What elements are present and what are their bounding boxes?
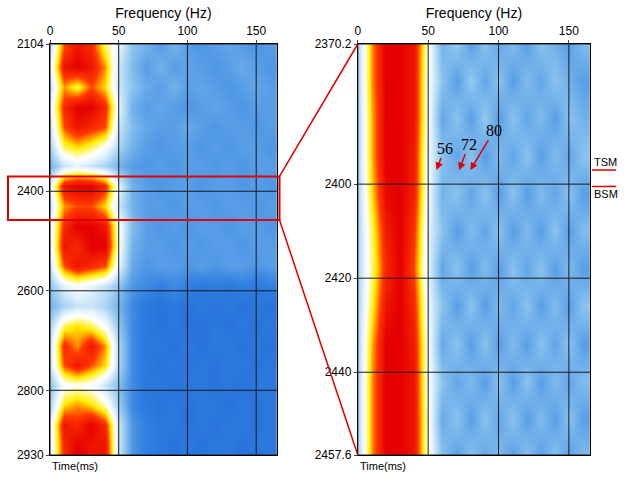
svg-text:2457.6: 2457.6 bbox=[315, 448, 352, 462]
svg-text:56: 56 bbox=[437, 140, 453, 157]
svg-text:100: 100 bbox=[489, 24, 509, 38]
svg-text:2104: 2104 bbox=[17, 37, 44, 51]
svg-text:Frequency (Hz): Frequency (Hz) bbox=[426, 5, 522, 21]
svg-text:2930: 2930 bbox=[17, 448, 44, 462]
svg-text:72: 72 bbox=[461, 136, 477, 153]
svg-text:2370.2: 2370.2 bbox=[315, 37, 352, 51]
svg-text:80: 80 bbox=[486, 122, 502, 139]
svg-text:Frequency (Hz): Frequency (Hz) bbox=[115, 5, 211, 21]
svg-text:2420: 2420 bbox=[325, 271, 352, 285]
svg-text:TSM: TSM bbox=[594, 156, 617, 168]
svg-text:50: 50 bbox=[112, 24, 126, 38]
svg-text:BSM: BSM bbox=[594, 188, 618, 200]
svg-text:150: 150 bbox=[559, 24, 579, 38]
svg-text:2440: 2440 bbox=[325, 365, 352, 379]
svg-text:2600: 2600 bbox=[17, 284, 44, 298]
svg-text:Time(ms): Time(ms) bbox=[360, 460, 406, 472]
svg-text:50: 50 bbox=[421, 24, 435, 38]
svg-text:2400: 2400 bbox=[325, 177, 352, 191]
svg-text:0: 0 bbox=[354, 24, 361, 38]
svg-text:100: 100 bbox=[177, 24, 197, 38]
svg-text:150: 150 bbox=[246, 24, 266, 38]
svg-text:0: 0 bbox=[47, 24, 54, 38]
svg-text:2800: 2800 bbox=[17, 384, 44, 398]
svg-text:Time(ms): Time(ms) bbox=[52, 460, 98, 472]
svg-text:2400: 2400 bbox=[17, 184, 44, 198]
